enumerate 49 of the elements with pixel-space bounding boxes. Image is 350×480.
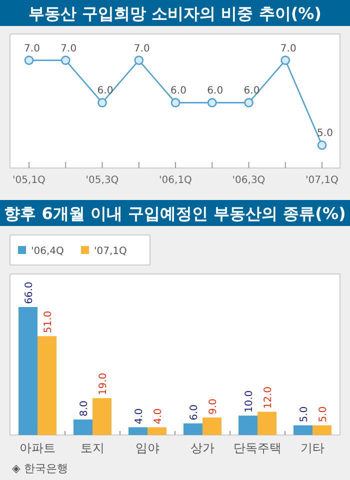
chart-title: 부동산 구입희망 소비자의 비중 추이(%) [28, 4, 322, 23]
data-label: 7.0 [280, 43, 296, 54]
data-label: 6.0 [170, 86, 186, 97]
data-label: 4.0 [153, 408, 164, 424]
data-label: 7.0 [134, 43, 150, 54]
data-label: 7.0 [60, 43, 77, 54]
bar [258, 412, 276, 435]
bar [74, 419, 92, 435]
x-tick-label: '06,1Q [159, 175, 192, 186]
data-label: 6.0 [189, 404, 200, 420]
data-label: 6.0 [244, 86, 260, 97]
data-label: 19.0 [98, 372, 109, 396]
x-tick-label: 상가 [190, 441, 214, 455]
x-tick-label: 토지 [80, 441, 104, 455]
bar [38, 336, 56, 435]
bar [312, 425, 332, 435]
data-label: 51.0 [43, 310, 54, 334]
x-tick-label: 기타 [300, 441, 324, 455]
text: ◈ 한국은행 [12, 462, 68, 475]
data-label: 12.0 [263, 386, 274, 409]
x-tick-label: 임야 [136, 441, 160, 455]
data-label: 5.0 [299, 406, 310, 422]
bar [128, 427, 148, 435]
data-label: 6.0 [97, 86, 114, 97]
x-tick-label: '07,1Q [306, 175, 339, 186]
legend-label: '07,1Q [94, 246, 128, 257]
data-label: 7.0 [24, 43, 40, 54]
data-label: 5.0 [317, 128, 333, 140]
data-label: 5.0 [318, 406, 329, 422]
data-label: 6.0 [207, 86, 224, 97]
legend-label: '06,4Q [31, 246, 64, 257]
data-label: 8.0 [79, 400, 90, 416]
data-label: 10.0 [244, 390, 255, 413]
x-tick-label: '05,1Q [12, 175, 46, 186]
chart-title: 향후 6개월 이내 구입예정인 부동산의 종류(%) [4, 204, 346, 223]
x-tick-label: 단독주택 [234, 441, 282, 455]
data-label: 66.0 [24, 282, 35, 304]
bar [148, 427, 166, 435]
bar [18, 307, 38, 435]
x-tick-label: '05,3Q [86, 175, 119, 186]
bar [202, 418, 222, 435]
data-label: 9.0 [208, 398, 219, 415]
bar [184, 423, 202, 435]
bar [92, 398, 112, 435]
x-tick-label: '06,3Q [232, 175, 266, 186]
bar [294, 425, 312, 435]
bar [238, 416, 258, 435]
x-tick-label: 아파트 [20, 441, 56, 455]
data-label: 4.0 [134, 408, 145, 424]
